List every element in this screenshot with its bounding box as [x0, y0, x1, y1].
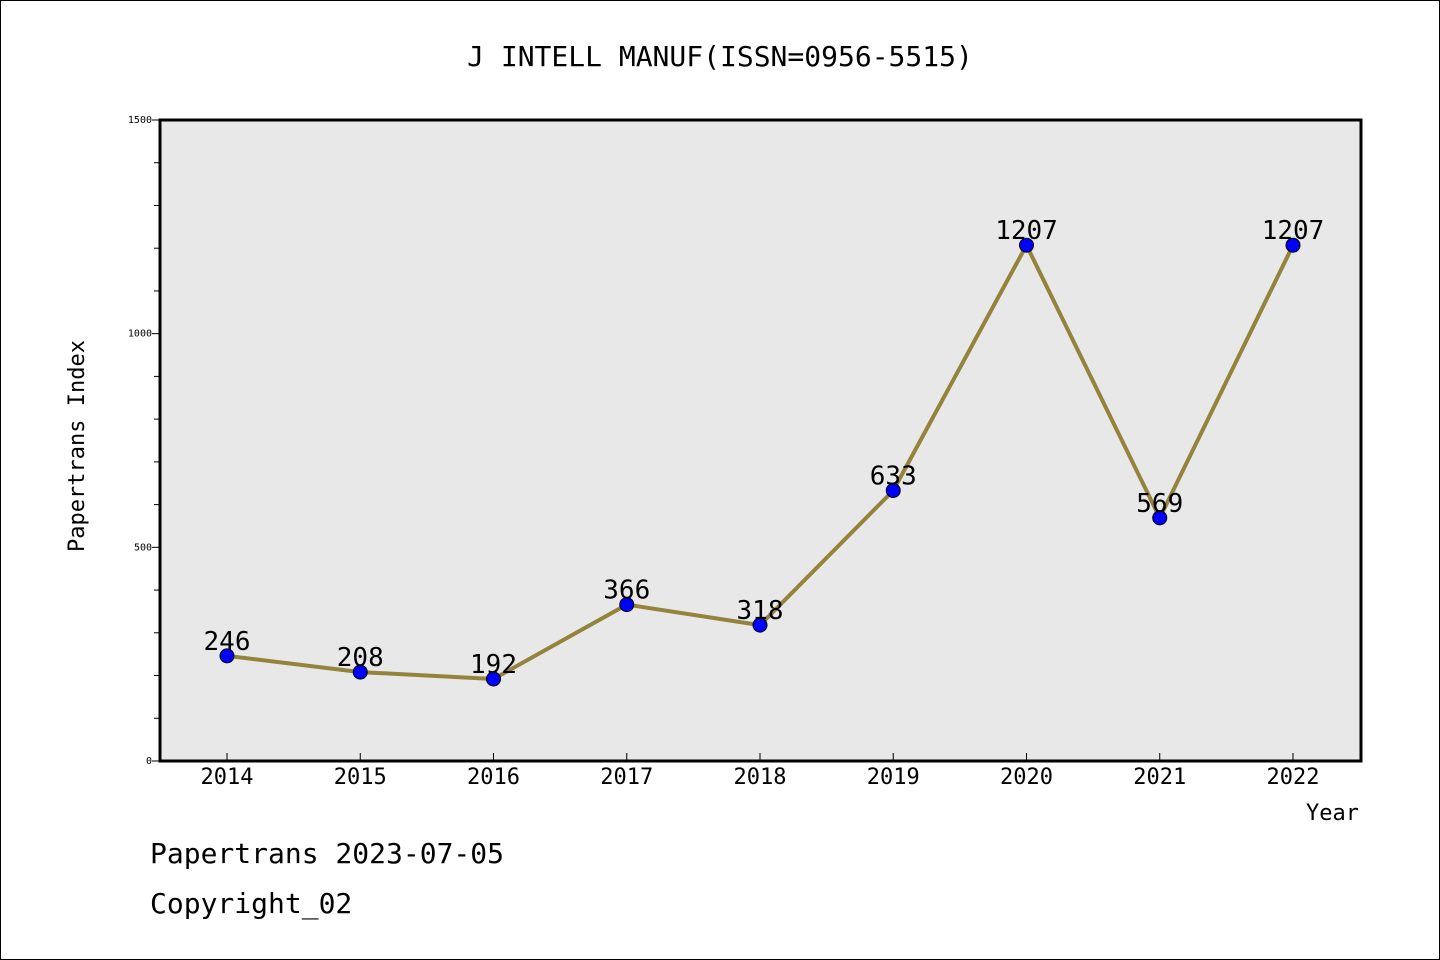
data-point: [1285, 237, 1301, 253]
y-axis: 0 500 1000 1500: [128, 115, 160, 767]
data-point: [619, 597, 635, 613]
x-tick-label: 2018: [734, 765, 787, 790]
x-axis: 2014 2015 2016 2017 2018 2019 2020 2021 2022: [201, 753, 1320, 790]
y-tick-label: 0: [146, 756, 152, 767]
chart-title: J INTELL MANUF(ISSN=0956-5515): [467, 40, 973, 73]
x-tick-label: 2021: [1133, 765, 1186, 790]
data-point: [352, 664, 368, 680]
data-point: [219, 648, 235, 664]
data-labels-group: 246 208 192 366 318 633 1207 569 1207: [204, 216, 1325, 680]
data-point: [885, 482, 901, 498]
data-label: 366: [603, 576, 650, 606]
y-tick-label: 1000: [128, 329, 152, 340]
x-tick-label: 2019: [867, 765, 920, 790]
data-point: [1019, 237, 1034, 253]
data-point: [486, 671, 501, 687]
plot-area: [158, 118, 1363, 763]
y-tick-label: 1500: [128, 115, 152, 126]
x-tick-label: 2015: [334, 765, 387, 790]
y-axis-label: Papertrans Index: [65, 340, 90, 552]
x-axis-label: Year: [1306, 801, 1359, 826]
x-tick-label: 2020: [1000, 765, 1053, 790]
data-point: [752, 617, 768, 633]
data-label: 246: [204, 627, 251, 657]
footer-copyright: Copyright_02: [150, 887, 352, 921]
data-label: 1207: [1262, 216, 1325, 246]
data-label: 1207: [995, 216, 1058, 246]
data-label: 633: [870, 461, 917, 491]
x-tick-label: 2017: [600, 765, 653, 790]
data-label: 192: [470, 650, 517, 680]
markers-group: [219, 237, 1301, 687]
y-tick-label: 500: [134, 542, 152, 553]
footer-date: Papertrans 2023-07-05: [150, 837, 504, 870]
x-tick-label: 2014: [201, 765, 254, 790]
x-tick-label: 2022: [1267, 765, 1320, 790]
data-point: [1152, 510, 1168, 526]
data-label: 569: [1136, 489, 1183, 519]
x-tick-label: 2016: [467, 765, 520, 790]
data-label: 318: [737, 596, 784, 626]
data-label: 208: [337, 643, 384, 673]
